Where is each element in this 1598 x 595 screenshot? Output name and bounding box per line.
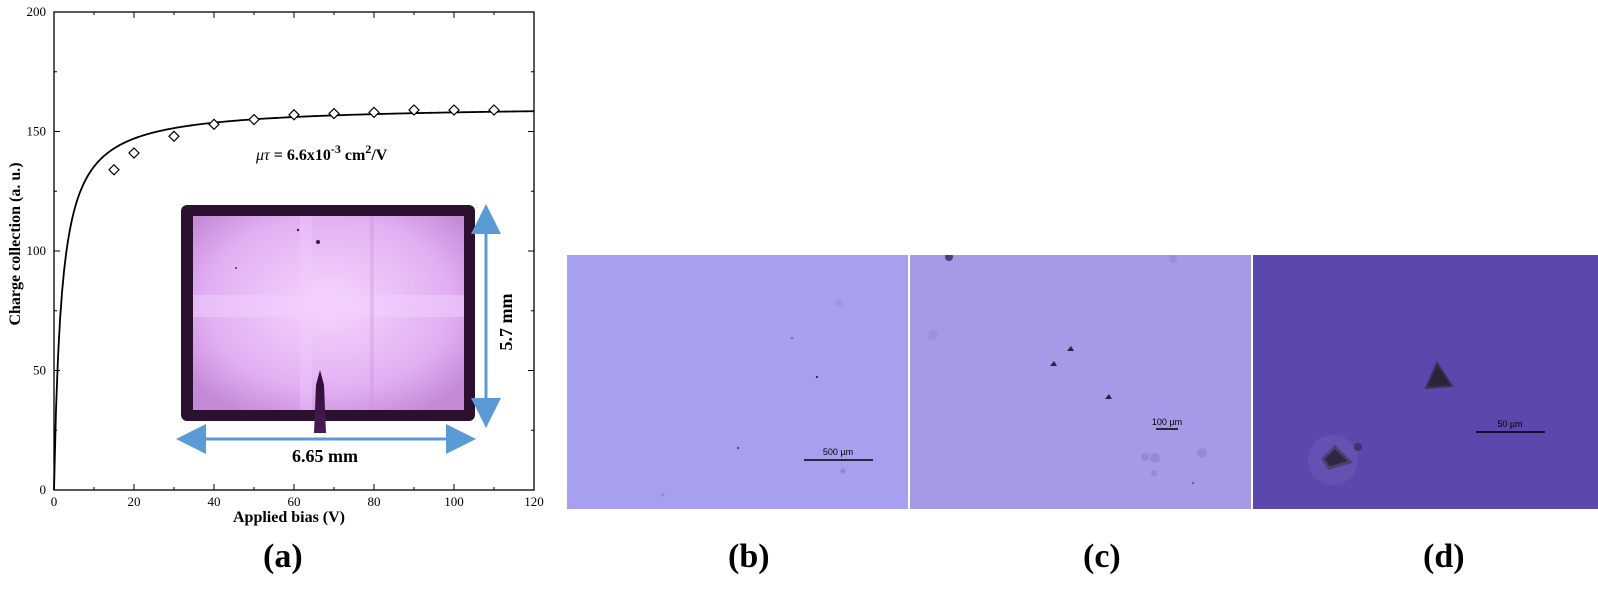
panel-label-d: (d): [1423, 538, 1465, 575]
x-tick-label: 0: [51, 494, 58, 509]
panel-label-c: (c): [1083, 538, 1121, 575]
defect-c1: [1067, 346, 1074, 351]
micrograph-c: 100 µm: [910, 255, 1251, 509]
data-point: [208, 118, 220, 131]
data-point: [328, 107, 340, 120]
x-axis-ticks: 0 20 40 60 80 100 120: [51, 12, 544, 509]
panel-label-b: (b): [728, 538, 770, 575]
x-tick-label: 40: [208, 494, 221, 509]
x-tick-label: 80: [368, 494, 381, 509]
scale-label-b: 500 µm: [823, 447, 853, 457]
data-point: [288, 108, 300, 121]
y-tick-label: 50: [33, 363, 46, 378]
y-tick-label: 0: [40, 482, 47, 497]
data-point: [408, 104, 420, 116]
data-point: [488, 104, 500, 116]
width-label: 6.65 mm: [292, 446, 358, 466]
micrograph-d: 50 µm: [1253, 255, 1598, 509]
micrograph-d-background: [1253, 255, 1598, 509]
height-label: 5.7 mm: [496, 294, 516, 351]
micrograph-c-background: [910, 255, 1251, 509]
x-tick-label: 120: [524, 494, 544, 509]
probe-needle: [314, 370, 326, 433]
x-tick-label: 100: [444, 494, 464, 509]
y-axis-title: Charge collection (a. u.): [7, 162, 24, 325]
defect-c2: [1050, 361, 1057, 366]
y-tick-label: 200: [27, 4, 47, 19]
y-tick-label: 100: [27, 243, 47, 258]
chart: 0 20 40 60 80 100 120 0 50 100 150 200 6.65 mm 5.7…: [7, 4, 544, 526]
micrograph-b-background: [567, 255, 908, 509]
data-point: [108, 163, 120, 176]
data-point: [448, 104, 460, 116]
data-point: [248, 113, 260, 126]
data-point: [368, 106, 380, 119]
defect-c3: [1105, 394, 1112, 399]
data-point: [168, 130, 180, 143]
x-tick-label: 20: [128, 494, 141, 509]
x-tick-label: 60: [288, 494, 301, 509]
panel-label-a: (a): [263, 538, 303, 575]
defect-d2: [1321, 444, 1353, 470]
inset-crystal-photo: [181, 205, 475, 433]
x-axis-title: Applied bias (V): [233, 509, 345, 526]
mu-tau-annotation: μτ = 6.6x10-3 cm2/V: [255, 142, 388, 164]
y-axis-ticks: 0 50 100 150 200: [27, 4, 534, 497]
data-point: [128, 147, 140, 159]
defect-d1: [1424, 360, 1454, 390]
y-tick-label: 150: [27, 124, 47, 139]
scale-label-d: 50 µm: [1497, 419, 1522, 429]
data-markers: [108, 104, 500, 176]
micrograph-b: 500 µm: [567, 255, 908, 509]
scale-label-c: 100 µm: [1152, 417, 1182, 427]
